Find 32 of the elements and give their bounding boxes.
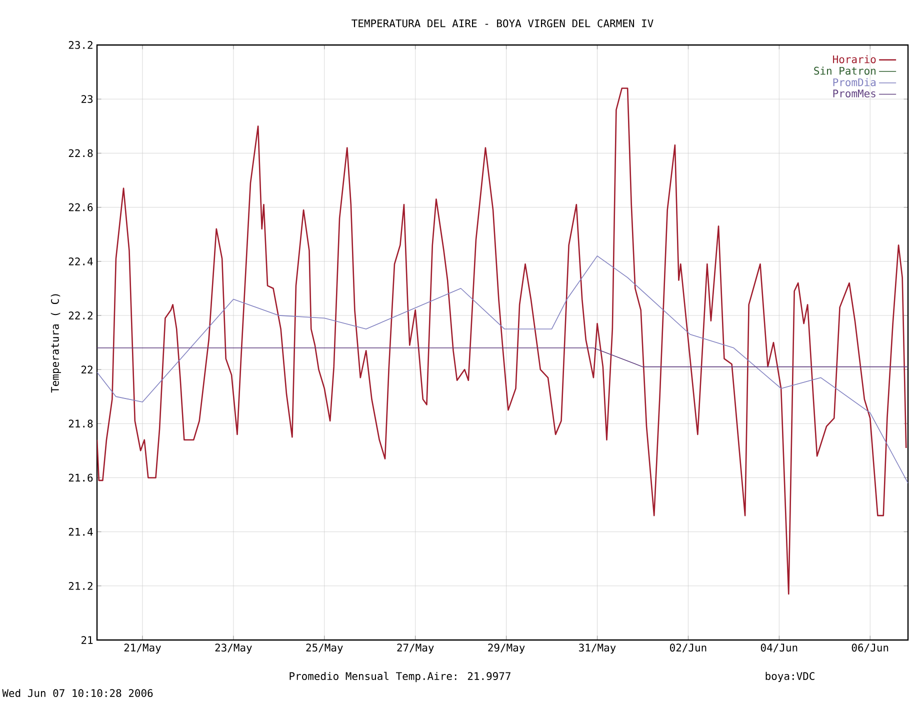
x-tick-label: 21/May bbox=[124, 644, 161, 654]
y-tick-label: 22.2 bbox=[68, 312, 92, 320]
y-tick-label: 21.6 bbox=[68, 474, 93, 482]
y-tick-label: 23 bbox=[82, 95, 93, 104]
y-tick-label: 22.6 bbox=[68, 203, 93, 212]
legend-label: PromMes bbox=[833, 90, 876, 98]
line-series bbox=[97, 256, 908, 484]
y-tick-label: 21.8 bbox=[68, 420, 93, 428]
y-tick-label: 21.2 bbox=[68, 582, 92, 590]
legend-label: Horario bbox=[833, 55, 876, 64]
chart-title: TEMPERATURA DEL AIRE - BOYA VIRGEN DEL CARMEN IV bbox=[352, 19, 654, 28]
y-tick-label: 21.4 bbox=[68, 528, 93, 536]
x-tick-label: 29/May bbox=[488, 644, 525, 654]
x-tick-label: 02/Jun bbox=[670, 644, 706, 652]
text: Wed Jun 07 10:10:28 2006 bbox=[2, 688, 153, 698]
text: Promedio Mensual Temp.Aire: 21.9977 bbox=[290, 672, 510, 682]
x-tick-label: 31/May bbox=[579, 644, 616, 654]
y-tick-label: 22 bbox=[82, 366, 92, 374]
text: boya:VDC bbox=[766, 672, 814, 682]
line-series bbox=[97, 88, 907, 595]
legend-label: PromDia bbox=[833, 78, 876, 86]
y-tick-label: 22.4 bbox=[68, 257, 93, 266]
x-tick-label: 27/May bbox=[397, 644, 434, 654]
legend-label: Sin Patron bbox=[814, 66, 876, 75]
y-tick-label: 22.8 bbox=[68, 149, 93, 158]
x-tick-label: 25/May bbox=[306, 644, 343, 654]
y-tick-label: 21 bbox=[82, 636, 93, 644]
y-tick-label: 23.2 bbox=[68, 41, 92, 49]
x-tick-label: 06/Jun bbox=[852, 644, 888, 652]
x-tick-label: 04/Jun bbox=[760, 644, 798, 652]
x-tick-label: 23/May bbox=[215, 644, 252, 654]
y-axis-title: Temperatura ( C) bbox=[50, 294, 61, 393]
